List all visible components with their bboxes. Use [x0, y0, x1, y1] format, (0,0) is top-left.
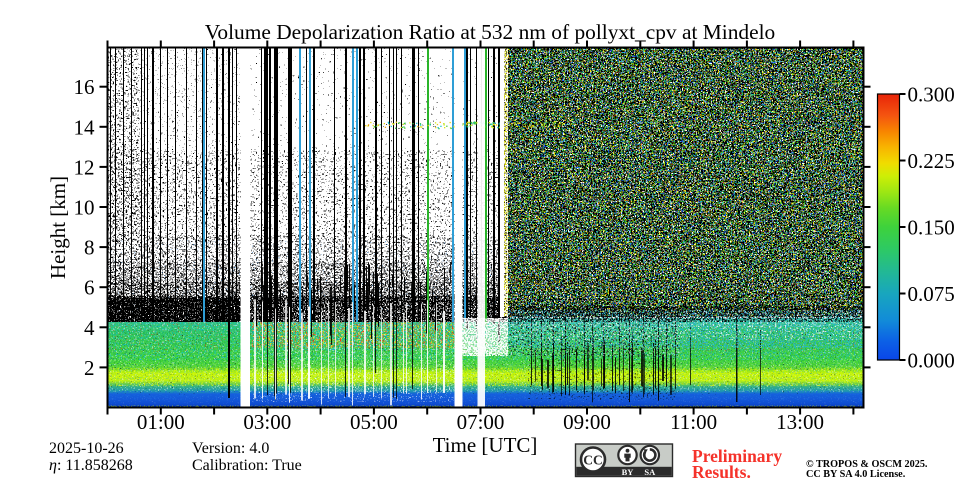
svg-text:12: 12 — [74, 155, 95, 179]
svg-text:0.225: 0.225 — [908, 149, 955, 173]
svg-text:Version: 4.0: Version: 4.0 — [192, 440, 269, 457]
svg-text:13:00: 13:00 — [776, 410, 824, 434]
svg-text:6: 6 — [84, 276, 95, 300]
svg-text:η: 11.858268: η: 11.858268 — [49, 457, 133, 474]
svg-text:SA: SA — [644, 467, 656, 477]
svg-text:CC BY SA 4.0 License.: CC BY SA 4.0 License. — [806, 469, 906, 480]
svg-text:14: 14 — [74, 115, 96, 139]
svg-text:© TROPOS & OSCM 2025.: © TROPOS & OSCM 2025. — [806, 459, 928, 470]
svg-text:Calibration: True: Calibration: True — [192, 457, 302, 474]
svg-text:Time [UTC]: Time [UTC] — [433, 433, 538, 457]
svg-text:8: 8 — [84, 236, 95, 260]
svg-text:2025-10-26: 2025-10-26 — [49, 440, 124, 457]
svg-text:03:00: 03:00 — [243, 410, 291, 434]
svg-text:2: 2 — [84, 356, 95, 380]
svg-text:05:00: 05:00 — [350, 410, 398, 434]
svg-text:0.150: 0.150 — [908, 216, 955, 240]
svg-text:11:00: 11:00 — [670, 410, 717, 434]
svg-text:BY: BY — [622, 467, 634, 477]
svg-text:Results.: Results. — [692, 462, 751, 480]
svg-text:CC: CC — [583, 453, 603, 468]
svg-text:0.075: 0.075 — [908, 282, 955, 306]
svg-text:09:00: 09:00 — [563, 410, 611, 434]
svg-text:0.000: 0.000 — [908, 349, 955, 373]
svg-text:4: 4 — [84, 316, 95, 340]
svg-text:07:00: 07:00 — [457, 410, 505, 434]
svg-text:10: 10 — [74, 196, 95, 220]
svg-text:0.300: 0.300 — [908, 83, 955, 107]
svg-text:16: 16 — [74, 75, 95, 99]
svg-text:Height [km]: Height [km] — [46, 176, 70, 279]
svg-text:Preliminary: Preliminary — [692, 446, 782, 466]
svg-text:01:00: 01:00 — [137, 410, 185, 434]
svg-text:Volume Depolarization Ratio at: Volume Depolarization Ratio at 532 nm of… — [205, 20, 776, 44]
